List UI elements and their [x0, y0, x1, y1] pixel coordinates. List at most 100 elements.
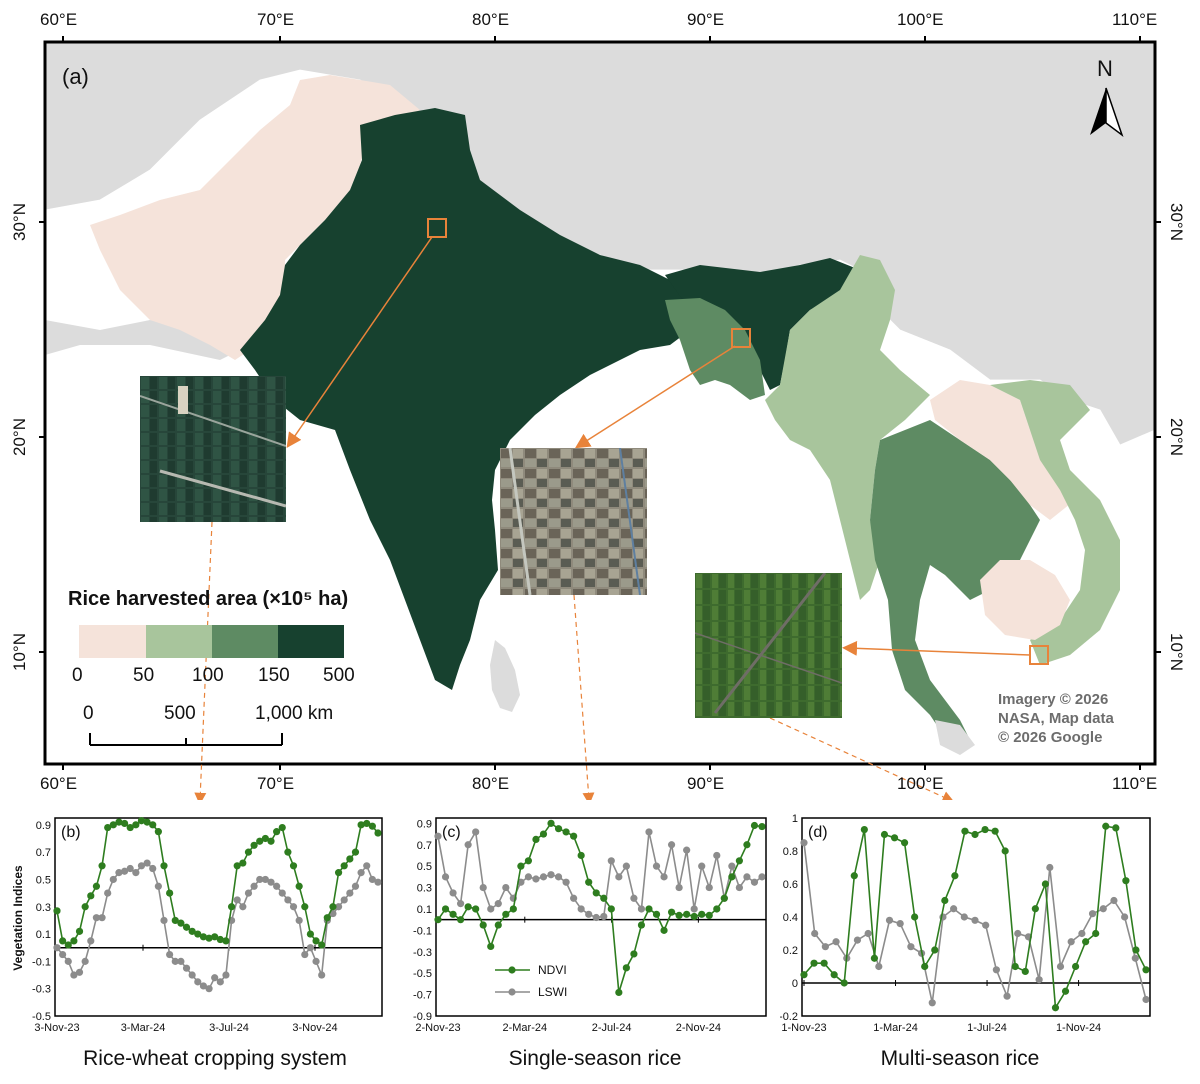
- legend-swatch-1: [146, 625, 212, 658]
- point-lswi: [675, 883, 683, 892]
- point-ndvi: [472, 905, 480, 913]
- point-lswi: [1014, 929, 1022, 938]
- point-ndvi: [227, 903, 236, 911]
- myanmar-region: [765, 255, 930, 600]
- point-lswi: [960, 913, 968, 921]
- point-ndvi: [713, 905, 721, 913]
- point-lswi: [735, 883, 743, 892]
- study-box-single-season: [731, 328, 751, 348]
- point-ndvi: [487, 942, 495, 951]
- point-lswi: [570, 894, 578, 902]
- point-ndvi: [334, 869, 343, 877]
- point-ndvi: [900, 839, 909, 847]
- point-lswi: [532, 875, 540, 883]
- y-tick-label: 0.4: [783, 912, 798, 924]
- point-lswi: [1056, 962, 1065, 971]
- point-lswi: [524, 873, 533, 881]
- point-lswi: [562, 878, 570, 886]
- point-ndvi: [502, 910, 510, 918]
- point-ndvi: [244, 848, 253, 856]
- point-ndvi: [667, 908, 676, 916]
- point-ndvi: [363, 819, 371, 828]
- point-lswi: [109, 875, 117, 884]
- point-lswi: [64, 957, 72, 965]
- point-ndvi: [645, 905, 653, 913]
- legend-marker-ndvi: [508, 966, 516, 974]
- legend-swatch-0: [79, 625, 146, 658]
- point-ndvi: [705, 911, 713, 919]
- lon-tick-bottom-80: 80°E: [472, 774, 510, 793]
- point-ndvi: [278, 823, 286, 832]
- point-lswi: [853, 936, 862, 944]
- point-lswi: [992, 966, 1000, 974]
- point-ndvi: [1011, 962, 1019, 971]
- point-ndvi: [211, 933, 219, 941]
- point-ndvi: [115, 818, 123, 826]
- point-lswi: [690, 905, 698, 913]
- point-ndvi: [250, 841, 258, 849]
- x-tick-label: 3-Nov-24: [292, 1022, 337, 1034]
- point-lswi: [1046, 863, 1054, 872]
- lon-tick-bottom-90: 90°E: [687, 774, 725, 793]
- point-lswi: [312, 957, 320, 965]
- point-ndvi: [53, 907, 61, 915]
- point-lswi: [875, 962, 883, 971]
- scale-bar: [89, 733, 283, 746]
- lat-tick-left-30: 30°N: [10, 203, 29, 241]
- point-lswi: [120, 867, 129, 875]
- point-ndvi: [820, 959, 828, 967]
- y-tick-label: -0.1: [413, 925, 432, 937]
- lon-tick-bottom-60: 60°E: [40, 774, 78, 793]
- point-ndvi: [1051, 1004, 1060, 1012]
- point-ndvi: [720, 894, 728, 902]
- point-lswi: [971, 916, 979, 924]
- x-tick-label: 1-Jul-24: [967, 1022, 1007, 1034]
- sri-lanka: [490, 640, 520, 712]
- point-lswi: [289, 903, 298, 911]
- point-ndvi: [562, 828, 570, 836]
- point-lswi: [667, 841, 676, 849]
- point-ndvi: [810, 959, 818, 967]
- y-tick-label: 0.1: [417, 904, 432, 916]
- point-lswi: [363, 862, 371, 870]
- point-ndvi: [1102, 822, 1110, 830]
- y-tick-label: -0.1: [32, 956, 51, 968]
- point-lswi: [81, 957, 89, 965]
- lat-tick-left-10: 10°N: [10, 633, 29, 671]
- point-ndvi: [630, 950, 638, 958]
- point-lswi: [1110, 896, 1118, 905]
- legend-swatch-3: [278, 625, 344, 658]
- point-ndvi: [357, 821, 365, 829]
- point-ndvi: [301, 903, 309, 911]
- point-lswi: [896, 920, 904, 928]
- point-ndvi: [743, 841, 751, 849]
- point-lswi: [637, 905, 646, 913]
- point-ndvi: [312, 937, 320, 945]
- legend-break-4: 500: [323, 665, 355, 686]
- point-ndvi: [1112, 824, 1120, 832]
- point-ndvi: [70, 937, 78, 945]
- point-lswi: [70, 971, 78, 979]
- point-lswi: [728, 862, 736, 870]
- point-ndvi: [457, 916, 465, 924]
- point-ndvi: [830, 971, 838, 979]
- point-ndvi: [104, 823, 112, 832]
- point-ndvi: [532, 835, 540, 844]
- point-ndvi: [205, 934, 213, 942]
- north-arrow-icon: [1090, 87, 1124, 138]
- scale-label-1000: 1,000 km: [255, 703, 334, 724]
- lon-tick-bottom-110: 110°E: [1112, 774, 1158, 793]
- point-lswi: [194, 978, 202, 986]
- point-ndvi: [261, 834, 269, 843]
- point-lswi: [222, 971, 230, 979]
- point-ndvi: [188, 927, 196, 935]
- point-ndvi: [577, 851, 585, 860]
- y-axis-label: Vegetation Indices: [11, 865, 25, 971]
- y-tick-label: -0.3: [413, 947, 432, 959]
- point-lswi: [244, 889, 253, 897]
- point-ndvi: [850, 872, 858, 880]
- point-lswi: [645, 828, 653, 836]
- point-ndvi: [374, 829, 382, 837]
- point-ndvi: [351, 848, 360, 856]
- credit-line-3: © 2026 Google: [998, 729, 1103, 746]
